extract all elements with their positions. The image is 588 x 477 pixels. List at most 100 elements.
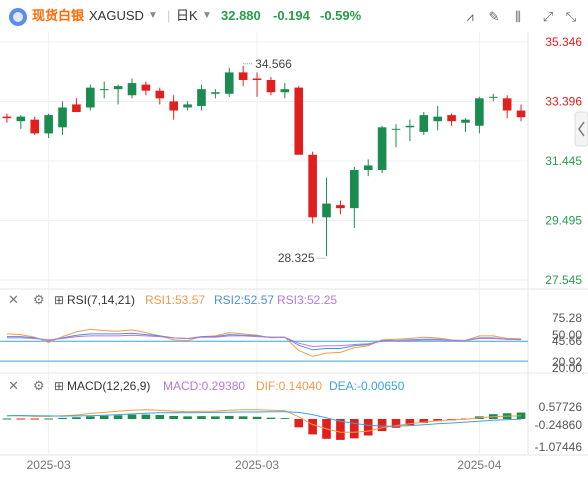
- candle[interactable]: [350, 166, 359, 228]
- candle-body: [405, 125, 415, 128]
- candle[interactable]: [197, 84, 206, 111]
- candle-body: [516, 110, 526, 118]
- macd-bar: [308, 419, 317, 435]
- macd-panel[interactable]: ✕ ⚙ ⊞ MACD(12,26,9) MACD:0.29380 DIF:0.14040 D…: [2, 378, 583, 454]
- chart-header: 现货白银 XAGUSD ▼ | 日K ▼ 32.880 -0.194 -0.59…: [0, 0, 588, 32]
- candle[interactable]: [336, 200, 345, 215]
- macd-bar: [266, 417, 276, 419]
- candle[interactable]: [405, 119, 415, 142]
- side-tab-bg[interactable]: [574, 111, 588, 147]
- candle[interactable]: [113, 84, 123, 105]
- candle-body: [336, 205, 345, 209]
- candle[interactable]: [419, 112, 429, 135]
- annotation-high: 34.566: [255, 57, 292, 71]
- close-macd-icon[interactable]: ✕: [8, 378, 19, 393]
- period-dropdown-icon[interactable]: ▼: [202, 10, 212, 21]
- candle[interactable]: [224, 67, 234, 97]
- candle-body: [502, 98, 512, 111]
- candle[interactable]: [322, 177, 331, 257]
- draw-icon[interactable]: ✎: [488, 9, 500, 24]
- current-price: 32.880: [221, 8, 261, 23]
- expand-icon[interactable]: ⤡: [565, 9, 577, 24]
- candle-body: [488, 96, 498, 98]
- candle[interactable]: [516, 104, 526, 122]
- symbol-dropdown-icon[interactable]: ▼: [148, 10, 158, 21]
- instrument-name[interactable]: 现货白银: [32, 8, 85, 23]
- candle[interactable]: [141, 81, 151, 96]
- candle[interactable]: [363, 159, 373, 177]
- candle-body: [294, 87, 304, 155]
- candle[interactable]: [183, 101, 192, 111]
- candle[interactable]: [58, 101, 67, 135]
- macd-bar: [141, 414, 151, 419]
- macd-bar: [405, 419, 415, 426]
- macd-bar: [294, 419, 304, 428]
- rsi-series-line: [6, 328, 522, 357]
- candle[interactable]: [294, 86, 304, 155]
- instrument-symbol[interactable]: XAGUSD: [89, 8, 144, 23]
- indicator-icon[interactable]: ⩘: [466, 9, 474, 24]
- candle-body: [72, 104, 81, 113]
- candle[interactable]: [2, 113, 12, 123]
- fullscreen-icon[interactable]: ⤢: [542, 9, 554, 24]
- candle-body: [447, 115, 456, 122]
- rsi-expand-icon[interactable]: ⊞: [54, 293, 64, 307]
- candle-body: [58, 107, 67, 128]
- rsi-tick: 75.28: [552, 311, 582, 325]
- macd-bar: [419, 419, 429, 423]
- candle[interactable]: [391, 124, 401, 148]
- candle-body: [224, 72, 234, 94]
- candle[interactable]: [447, 113, 456, 126]
- time-tick: 2025-03: [235, 458, 279, 472]
- candle[interactable]: [502, 95, 512, 119]
- candle[interactable]: [44, 113, 53, 138]
- rsi-panel[interactable]: ✕ ⚙ ⊞ RSI(7,14,21) RSI1:53.57 RSI2:52.57 RSI3:…: [0, 292, 582, 375]
- macd-bar: [252, 416, 262, 419]
- candle[interactable]: [169, 95, 178, 120]
- candle-body: [308, 154, 317, 218]
- candle[interactable]: [280, 83, 290, 99]
- candle[interactable]: [155, 87, 165, 105]
- period-selector[interactable]: 日K: [176, 8, 198, 23]
- macd-expand-icon[interactable]: ⊞: [54, 379, 64, 393]
- side-panel-toggle[interactable]: [574, 111, 588, 147]
- candle[interactable]: [377, 125, 387, 174]
- settings-rsi-icon[interactable]: ⚙: [33, 292, 45, 307]
- candle[interactable]: [72, 98, 81, 113]
- candle[interactable]: [238, 65, 248, 87]
- price-tick: 29.495: [545, 214, 582, 228]
- candle[interactable]: [308, 151, 317, 224]
- macd-bar: [377, 419, 387, 432]
- macd-bar: [99, 415, 109, 419]
- candle[interactable]: [266, 76, 276, 96]
- candle-body: [238, 72, 248, 81]
- candle-body: [475, 98, 484, 126]
- settings-macd-icon[interactable]: ⚙: [33, 378, 45, 393]
- candle-body: [169, 101, 178, 111]
- macd-bar: [363, 419, 373, 436]
- candle-type-icon[interactable]: ⫼: [515, 9, 521, 24]
- candle-body: [266, 80, 276, 93]
- chevron-left-icon[interactable]: [578, 121, 585, 137]
- candle[interactable]: [433, 105, 442, 131]
- candle[interactable]: [99, 81, 109, 99]
- candle[interactable]: [252, 72, 262, 97]
- candle[interactable]: [127, 78, 137, 99]
- candle[interactable]: [16, 115, 26, 129]
- macd-bar: [224, 415, 234, 419]
- candle[interactable]: [30, 116, 40, 135]
- close-rsi-icon[interactable]: ✕: [8, 292, 19, 307]
- candlestick-chart[interactable]: 34.566 28.325: [2, 57, 526, 265]
- candle[interactable]: [475, 96, 484, 134]
- candle[interactable]: [461, 118, 470, 132]
- macd-bar: [72, 417, 81, 419]
- price-change-pct: -0.59%: [320, 8, 362, 23]
- rsi-tick: 50.00: [552, 328, 582, 342]
- candle[interactable]: [488, 93, 498, 102]
- candle[interactable]: [86, 84, 95, 111]
- candle-body: [127, 83, 137, 96]
- candle[interactable]: [211, 89, 220, 99]
- candle-body: [30, 119, 40, 134]
- candle-body: [197, 89, 206, 106]
